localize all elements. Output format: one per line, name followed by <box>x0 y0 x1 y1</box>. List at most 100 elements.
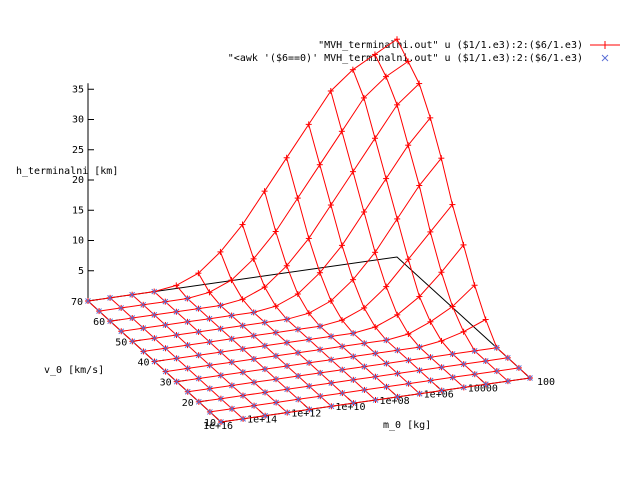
cross-b <box>228 359 235 366</box>
cross-b <box>317 393 324 400</box>
cross-b <box>350 353 357 360</box>
cross-b <box>328 356 335 363</box>
cross-b <box>262 389 268 396</box>
cross-b <box>284 409 291 416</box>
data-point-cross <box>228 359 235 366</box>
data-point-cross <box>482 358 489 364</box>
data-point-plus <box>305 235 312 242</box>
data-point-cross <box>394 347 401 354</box>
data-point-plus <box>427 318 434 325</box>
cross-b <box>416 390 423 397</box>
data-point-plus <box>239 296 246 303</box>
data-point-cross <box>306 359 312 366</box>
data-point-plus <box>283 154 290 161</box>
data-point-plus <box>349 66 356 73</box>
cross-b <box>493 344 500 351</box>
data-point-cross <box>240 392 246 399</box>
data-point-cross <box>350 376 357 383</box>
data-point-cross <box>151 335 158 342</box>
cross-b <box>140 325 147 331</box>
x-tick-label: 10000 <box>468 383 498 394</box>
cross-b <box>328 380 335 386</box>
cross-b <box>184 388 191 395</box>
cross-b <box>173 355 180 362</box>
data-point-plus <box>316 269 323 276</box>
cross-b <box>328 333 334 340</box>
data-point-plus <box>272 303 279 310</box>
data-point-plus <box>350 276 357 283</box>
x-tick-label: 1e+12 <box>291 408 321 419</box>
data-point-cross <box>416 390 423 397</box>
data-point-cross <box>306 336 312 343</box>
data-point-cross <box>206 385 213 392</box>
data-point-cross <box>173 355 180 362</box>
cross-b <box>217 372 224 379</box>
data-point-cross <box>416 344 423 350</box>
cross-b <box>184 342 191 348</box>
data-point-cross <box>339 390 346 396</box>
data-point-cross <box>361 387 368 393</box>
data-point-plus <box>349 168 356 175</box>
cross-b <box>151 358 158 365</box>
cross-b <box>317 346 323 353</box>
data-point-cross <box>151 312 158 318</box>
cross-b <box>206 315 213 322</box>
data-point-cross <box>284 409 291 416</box>
data-point-plus <box>471 282 478 289</box>
data-point-plus <box>427 114 434 121</box>
data-point-cross <box>516 365 522 371</box>
cross-b <box>328 403 335 410</box>
data-point-plus <box>195 270 202 277</box>
data-point-plus <box>272 228 279 235</box>
data-point-cross <box>262 342 268 349</box>
data-point-cross <box>383 337 390 344</box>
data-point-plus <box>449 303 456 310</box>
data-point-cross <box>184 388 191 395</box>
cross-b <box>317 323 323 330</box>
data-point-cross <box>184 365 191 372</box>
cross-b <box>505 378 511 384</box>
data-point-cross <box>350 400 357 406</box>
cross-b <box>251 379 257 386</box>
data-point-cross <box>317 393 324 400</box>
cross-b <box>361 363 368 370</box>
z-tick-label: 30 <box>72 115 84 126</box>
cross-b <box>129 315 136 321</box>
data-point-plus <box>261 188 268 195</box>
cross-b <box>162 322 169 328</box>
data-point-cross <box>328 356 335 363</box>
data-point-plus <box>394 311 401 318</box>
data-point-plus <box>416 293 423 300</box>
data-point-cross <box>140 325 147 331</box>
cross-b <box>295 349 301 356</box>
cross-b <box>295 326 301 333</box>
data-point-cross <box>372 350 379 357</box>
data-point-cross <box>262 389 268 396</box>
data-point-plus <box>338 242 345 249</box>
data-point-cross <box>317 323 323 330</box>
data-point-cross <box>394 370 401 377</box>
cross-b <box>151 288 158 295</box>
data-point-cross <box>361 363 368 370</box>
data-point-cross <box>118 328 125 335</box>
surface-line-m <box>396 38 531 379</box>
cross-b <box>151 335 158 342</box>
cross-b <box>129 291 135 298</box>
surface-line-v <box>99 60 409 312</box>
cross-b <box>195 329 202 335</box>
cross-b <box>151 312 158 318</box>
data-point-plus <box>383 175 390 182</box>
data-point-cross <box>184 295 191 302</box>
x-tick-label: 100 <box>537 377 555 388</box>
cross-b <box>427 377 434 384</box>
cross-b <box>184 295 191 302</box>
data-point-cross <box>372 373 379 380</box>
data-point-plus <box>438 269 445 276</box>
cross-b <box>405 380 412 387</box>
axis-ticks: 5 10 15 20 25 30 35 10 20 30 40 50 60 70 1e+16 1e+14 1e+… <box>71 84 555 432</box>
data-point-plus <box>338 128 345 135</box>
cross-b <box>206 385 213 392</box>
data-point-cross <box>438 364 445 371</box>
data-point-cross <box>405 357 412 364</box>
cross-b <box>96 308 102 314</box>
